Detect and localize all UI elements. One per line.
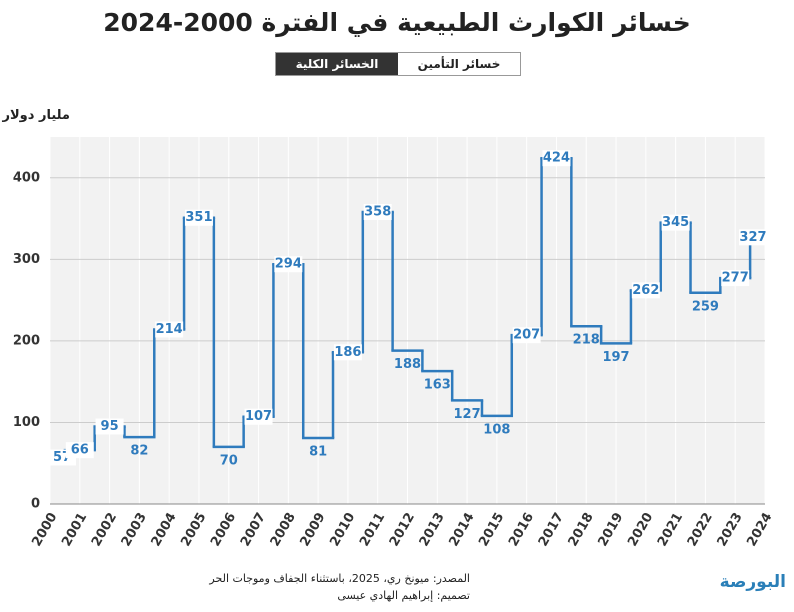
label-bg [631,282,660,299]
data-label: 66 [71,443,89,458]
data-label: 186 [334,345,361,360]
y-tick-label: 400 [13,170,40,185]
data-label: 218 [573,333,600,348]
data-label: 358 [364,205,391,220]
x-tick-label: 2013 [417,510,448,549]
data-label: 294 [275,257,302,272]
label-bg [542,150,571,167]
data-label: 197 [602,350,629,365]
x-tick-label: 2009 [298,510,329,549]
x-tick-label: 2020 [625,510,656,549]
x-tick-label: 2006 [208,510,239,549]
x-tick-label: 2005 [178,510,209,549]
toggle-option[interactable]: الخسائر الكلية [276,53,398,75]
data-label: 277 [722,271,749,286]
x-tick-label: 2022 [685,510,716,549]
x-tick-label: 2011 [357,510,388,549]
label-bg [721,270,750,287]
label-bg [661,214,690,231]
data-label: 262 [632,283,659,298]
data-label: 95 [101,419,119,434]
source: المصدر: ميونخ ري، 2025، باستثناء الجفاف … [209,572,470,585]
y-tick-label: 0 [31,497,40,512]
x-tick-label: 2001 [59,510,90,549]
label-bg [512,327,541,344]
data-label: 81 [309,444,327,459]
x-tick-label: 2007 [238,510,269,549]
data-label: 82 [130,444,148,459]
label-bg [244,408,273,425]
label-bg [274,256,303,273]
label-bg [65,442,94,459]
x-tick-label: 2012 [387,510,418,549]
x-tick-label: 2000 [29,510,60,549]
x-tick-label: 2015 [476,510,507,549]
x-tick-label: 2014 [446,510,477,549]
x-tick-label: 2002 [89,510,120,549]
data-label: 214 [156,322,183,337]
y-tick-label: 100 [13,415,40,430]
data-label: 345 [662,215,689,230]
y-tick-label: 300 [13,252,40,267]
y-tick-label: 200 [13,333,40,348]
data-label: 259 [692,299,719,314]
label-bg [155,321,184,338]
label-bg [739,229,767,246]
x-tick-label: 2003 [119,510,150,549]
logo: البورصة [719,572,786,592]
toggle[interactable]: خسائر التأمين الخسائر الكلية [275,52,521,76]
credit: تصميم: إبراهيم الهادي عيسى [337,589,470,602]
x-tick-label: 2010 [327,510,358,549]
toggle-option[interactable]: خسائر التأمين [417,57,501,71]
label-bg [333,344,362,361]
x-tick-label: 2021 [655,510,686,549]
y-axis-label: مليار دولار [2,108,70,123]
chart-title: خسائر الكوارث الطبيعية في الفترة 2000-20… [103,8,691,37]
data-label: 424 [543,151,570,166]
data-label: 70 [220,453,238,468]
data-label: 127 [454,407,481,422]
x-tick-label: 2024 [744,510,775,549]
data-label: 107 [245,409,272,424]
label-bg [95,418,124,435]
data-label: 163 [424,378,451,393]
x-tick-label: 2004 [149,510,180,549]
label-bg [363,204,392,221]
x-tick-label: 2023 [715,510,746,549]
data-label: 207 [513,328,540,343]
x-tick-label: 2019 [595,510,626,549]
footer: المصدر: ميونخ ري، 2025، باستثناء الجفاف … [209,570,470,604]
label-bg [184,209,213,226]
x-tick-label: 2018 [566,510,597,549]
data-label: 108 [483,422,510,437]
x-tick-label: 2008 [268,510,299,549]
x-tick-label: 2017 [536,510,567,549]
data-label: 351 [185,210,212,225]
data-label: 188 [394,357,421,372]
data-label: 327 [739,230,766,245]
x-tick-label: 2016 [506,510,537,549]
